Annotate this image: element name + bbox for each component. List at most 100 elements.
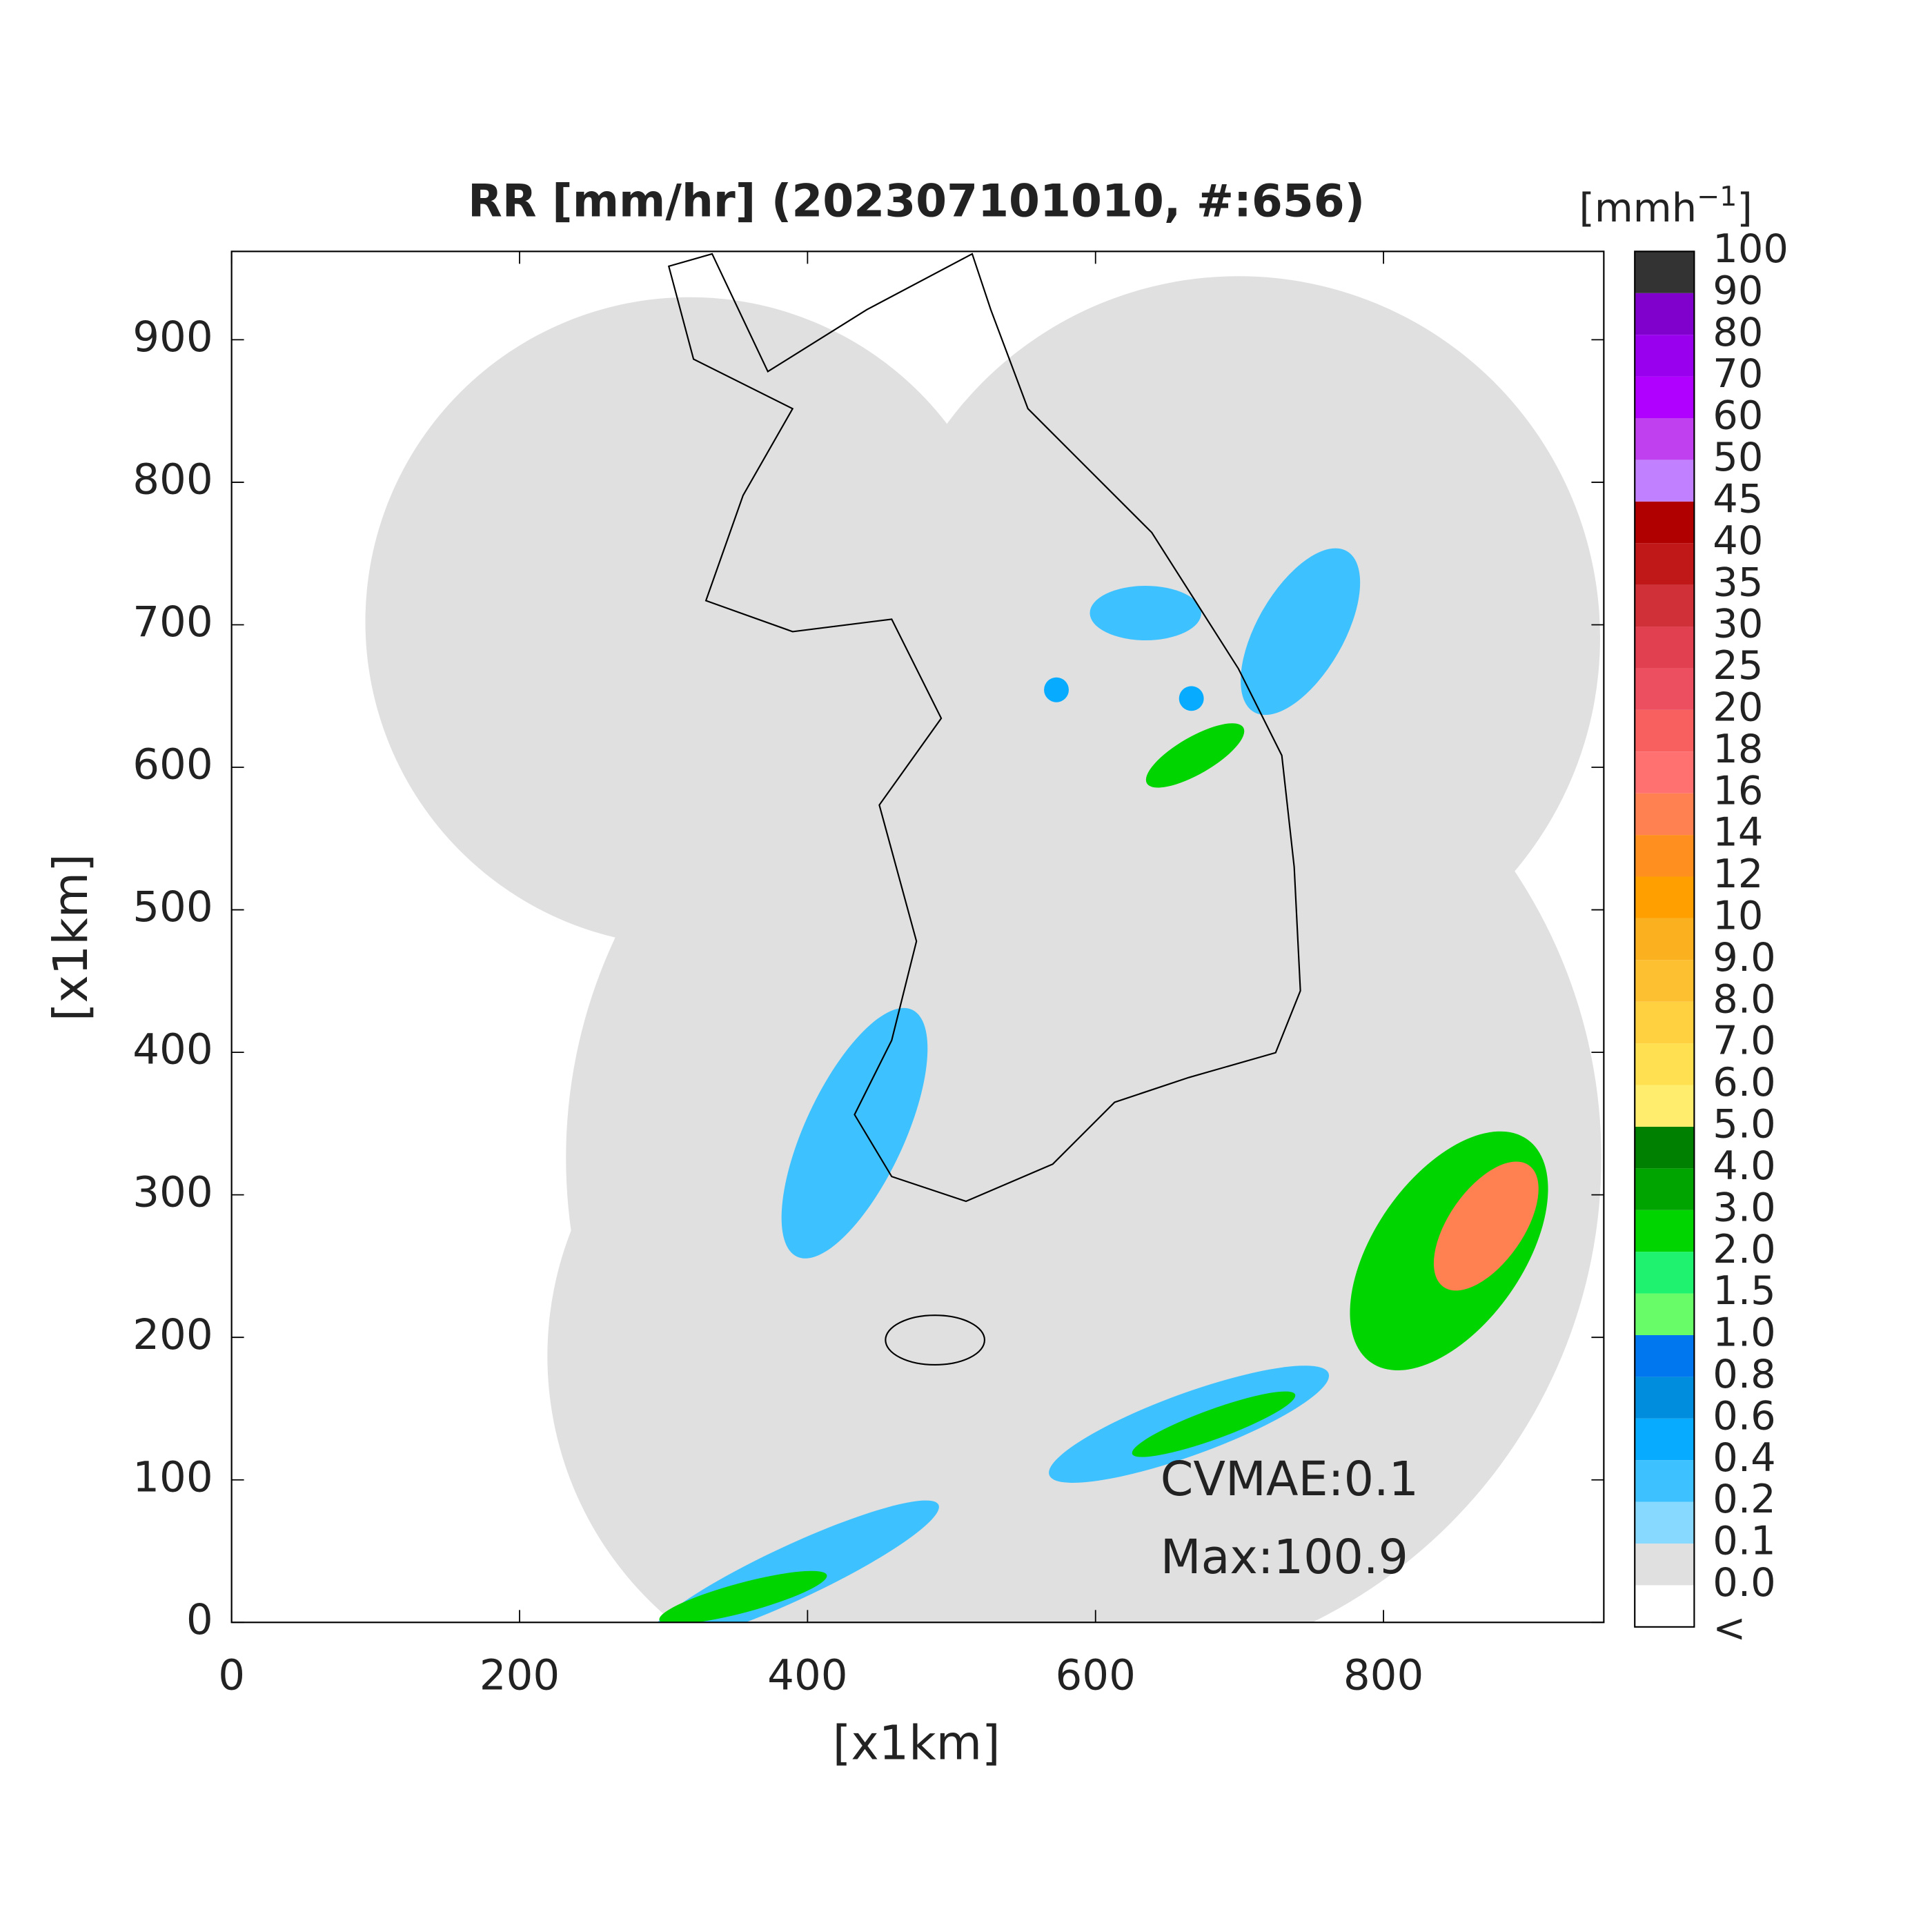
colorbar-tick-label: 18 xyxy=(1713,726,1763,772)
radar-coverage xyxy=(365,276,1601,1623)
colorbar-segment xyxy=(1635,584,1695,627)
rain-cell xyxy=(659,1570,827,1623)
colorbar-tick-label: 90 xyxy=(1713,267,1763,313)
colorbar-segment xyxy=(1635,1418,1695,1461)
plot-frame xyxy=(230,250,1605,1624)
colorbar-tick-label: 9.0 xyxy=(1713,934,1775,980)
colorbar-tick-label: 8.0 xyxy=(1713,976,1775,1022)
colorbar-tick-label: 60 xyxy=(1713,393,1763,439)
colorbar-tick-label: 40 xyxy=(1713,518,1763,564)
colorbar-tick-label: 12 xyxy=(1713,851,1763,897)
radar-field xyxy=(365,253,1601,1623)
colorbar-tick-label: < xyxy=(1713,1605,1746,1651)
colorbar-tick-label: 10 xyxy=(1713,893,1763,939)
colorbar-segment xyxy=(1635,876,1695,918)
colorbar-tick-label: 1.0 xyxy=(1713,1310,1775,1356)
colorbar-label-close: ] xyxy=(1737,185,1752,231)
y-tick-label: 200 xyxy=(132,1310,213,1359)
y-tick-label: 400 xyxy=(132,1025,213,1074)
colorbar-frame xyxy=(1634,250,1695,1628)
colorbar-tick-label: 6.0 xyxy=(1713,1059,1775,1105)
colorbar-segment xyxy=(1635,1377,1695,1419)
x-tick-label: 200 xyxy=(480,1651,560,1700)
rain-cells xyxy=(646,548,1548,1623)
y-tick-label: 900 xyxy=(132,313,213,362)
colorbar-tick-label: 25 xyxy=(1713,642,1763,689)
colorbar-segment xyxy=(1635,1126,1695,1169)
annotation: Max:100.9 xyxy=(1161,1530,1408,1585)
y-tick-label: 300 xyxy=(132,1167,213,1216)
colorbar-tick-label: 70 xyxy=(1713,351,1763,397)
colorbar-tick-label: 7.0 xyxy=(1713,1018,1775,1064)
colorbar-segment xyxy=(1635,1501,1695,1544)
colorbar-segment xyxy=(1635,793,1695,836)
x-tick-label: 600 xyxy=(1055,1651,1135,1700)
colorbar-tick-label: 2.0 xyxy=(1713,1226,1775,1272)
island-outline xyxy=(885,1314,985,1366)
colorbar-segment xyxy=(1635,1293,1695,1335)
colorbar-tick-label: 30 xyxy=(1713,601,1763,647)
colorbar-tick-label: 0.0 xyxy=(1713,1559,1775,1606)
colorbar-segment xyxy=(1635,417,1695,460)
chart-title: RR [mm/hr] (202307101010, #:656) xyxy=(468,176,1365,228)
colorbar-segment xyxy=(1635,835,1695,877)
colorbar-tick-label: 50 xyxy=(1713,434,1763,480)
y-axis-label: [x1km] xyxy=(44,854,99,1021)
colorbar-segment xyxy=(1635,709,1695,752)
colorbar-segment xyxy=(1635,918,1695,960)
colorbar-segment xyxy=(1635,1168,1695,1210)
y-tick-label: 500 xyxy=(132,883,213,931)
rain-cell xyxy=(781,1007,928,1259)
colorbar-tick-label: 0.8 xyxy=(1713,1351,1775,1397)
colorbar-segment xyxy=(1635,627,1695,669)
colorbar-segment xyxy=(1635,1001,1695,1044)
colorbar-tick-label: 35 xyxy=(1713,559,1763,605)
annotation: CVMAE:0.1 xyxy=(1161,1452,1419,1507)
colorbar-tick-label: 0.2 xyxy=(1713,1476,1775,1522)
colorbar-segment xyxy=(1635,1585,1695,1627)
y-tick-label: 800 xyxy=(132,455,213,504)
peninsula-outline xyxy=(667,253,1301,1203)
colorbar-segment xyxy=(1635,293,1695,335)
colorbar-label-base: [mmh xyxy=(1579,185,1697,231)
x-tick-label: 0 xyxy=(218,1651,245,1700)
colorbar-segment xyxy=(1635,960,1695,1002)
colorbar-tick-label: 0.4 xyxy=(1713,1435,1775,1481)
colorbar-tick-label: 100 xyxy=(1713,226,1788,272)
colorbar-tick-label: 14 xyxy=(1713,809,1763,856)
rain-cell xyxy=(1145,723,1245,788)
y-tick-label: 0 xyxy=(186,1595,213,1644)
colorbar-tick-label: 45 xyxy=(1713,475,1763,522)
colorbar-segment xyxy=(1635,543,1695,585)
colorbar-tick-label: 1.5 xyxy=(1713,1268,1775,1314)
colorbar-segment xyxy=(1635,668,1695,710)
y-tick-label: 700 xyxy=(132,598,213,647)
colorbar-tick-label: 4.0 xyxy=(1713,1143,1775,1189)
x-tick-label: 400 xyxy=(767,1651,847,1700)
colorbar-tick-label: 3.0 xyxy=(1713,1184,1775,1230)
colorbar-tick-label: 0.1 xyxy=(1713,1518,1775,1564)
x-axis-label: [x1km] xyxy=(833,1716,1000,1771)
colorbar-segment xyxy=(1635,1043,1695,1085)
colorbar-segment xyxy=(1635,1252,1695,1294)
colorbar-segment xyxy=(1635,460,1695,502)
colorbar-segment xyxy=(1635,1460,1695,1502)
colorbar-segment xyxy=(1635,335,1695,377)
rain-cell xyxy=(1090,585,1202,640)
colorbar-tick-label: 80 xyxy=(1713,309,1763,355)
colorbar-segment xyxy=(1635,376,1695,418)
colorbar-segment xyxy=(1635,1334,1695,1377)
colorbar-segment xyxy=(1635,1210,1695,1252)
rain-cell xyxy=(1433,1161,1539,1291)
x-tick-label: 800 xyxy=(1343,1651,1423,1700)
rain-cell xyxy=(1241,548,1361,716)
colorbar-segment xyxy=(1635,251,1695,293)
colorbar-segment xyxy=(1635,1544,1695,1586)
colorbar-tick-label: 0.6 xyxy=(1713,1392,1775,1439)
colorbar-segment xyxy=(1635,1085,1695,1127)
rain-cell xyxy=(1132,1391,1296,1457)
rain-cell xyxy=(1044,677,1069,702)
colorbar-label-exponent: −1 xyxy=(1697,181,1737,213)
colorbar-label: [mmh−1] xyxy=(1579,181,1752,231)
